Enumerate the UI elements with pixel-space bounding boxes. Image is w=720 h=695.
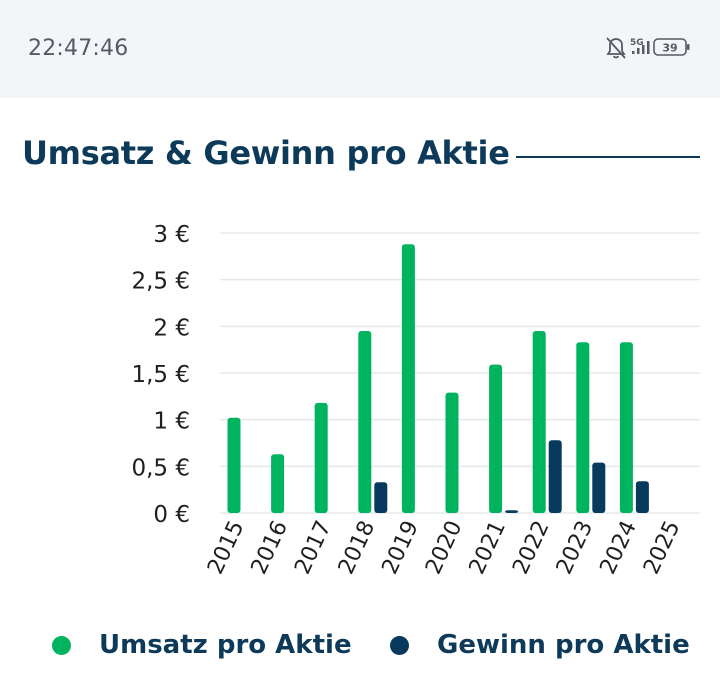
y-tick-label: 1,5 €: [131, 362, 190, 388]
x-tick-label: 2019: [378, 517, 424, 578]
network-label: 5G: [630, 38, 644, 48]
revenue-bar-2020: [445, 392, 459, 513]
x-tick-label: 2023: [552, 517, 598, 578]
legend-dot-profit: [390, 635, 409, 655]
revenue-bar-2023: [576, 342, 590, 513]
revenue-bar-2021: [489, 364, 503, 513]
battery-level: 39: [662, 42, 677, 55]
profit-bar-2022: [548, 440, 562, 513]
revenue-bar-2019: [401, 244, 415, 513]
x-tick-label: 2021: [465, 517, 511, 578]
chart-legend: Umsatz pro Aktie Gewinn pro Aktie: [0, 620, 720, 680]
status-time: 22:47:46: [28, 36, 129, 61]
revenue-bar-2022: [532, 331, 546, 513]
x-tick-label: 2022: [508, 517, 554, 578]
profit-bar-2021: [505, 510, 519, 513]
revenue-bar-2018: [358, 331, 372, 513]
legend-item-profit[interactable]: Gewinn pro Aktie: [390, 630, 690, 660]
x-tick-label: 2025: [639, 517, 685, 578]
y-tick-label: 2,5 €: [131, 269, 190, 295]
y-tick-label: 0 €: [153, 502, 190, 528]
bar-chart: 0 €0,5 €1 €1,5 €2 €2,5 €3 €2015201620172…: [131, 222, 700, 578]
revenue-bar-2015: [227, 417, 241, 513]
y-tick-label: 1 €: [153, 409, 190, 435]
title-rule: [516, 156, 700, 158]
profit-bar-2018: [374, 482, 388, 513]
y-tick-label: 2 €: [153, 315, 190, 341]
x-tick-label: 2024: [596, 517, 642, 578]
status-icons: 5G 39: [606, 37, 690, 59]
profit-bar-2023: [592, 462, 606, 513]
signal-5g-icon: 5G: [630, 38, 650, 54]
revenue-bar-2024: [619, 342, 633, 513]
y-tick-label: 0,5 €: [131, 455, 190, 481]
legend-dot-revenue: [52, 635, 71, 655]
revenue-bar-2017: [314, 402, 328, 513]
x-tick-label: 2016: [247, 517, 293, 578]
revenue-bar-2016: [271, 454, 285, 513]
legend-label-revenue: Umsatz pro Aktie: [99, 630, 352, 660]
x-tick-label: 2015: [203, 517, 249, 578]
legend-item-revenue[interactable]: Umsatz pro Aktie: [52, 630, 352, 660]
section-title: Umsatz & Gewinn pro Aktie: [22, 134, 510, 172]
x-tick-label: 2020: [421, 517, 467, 578]
legend-label-profit: Gewinn pro Aktie: [437, 630, 690, 660]
status-bar: 22:47:46 5G 39: [0, 0, 720, 98]
y-tick-label: 3 €: [153, 222, 190, 248]
bell-off-icon: [606, 37, 626, 59]
profit-bar-2024: [635, 481, 649, 513]
battery-icon: 39: [653, 38, 690, 56]
x-tick-label: 2017: [290, 517, 336, 578]
x-tick-label: 2018: [334, 517, 380, 578]
